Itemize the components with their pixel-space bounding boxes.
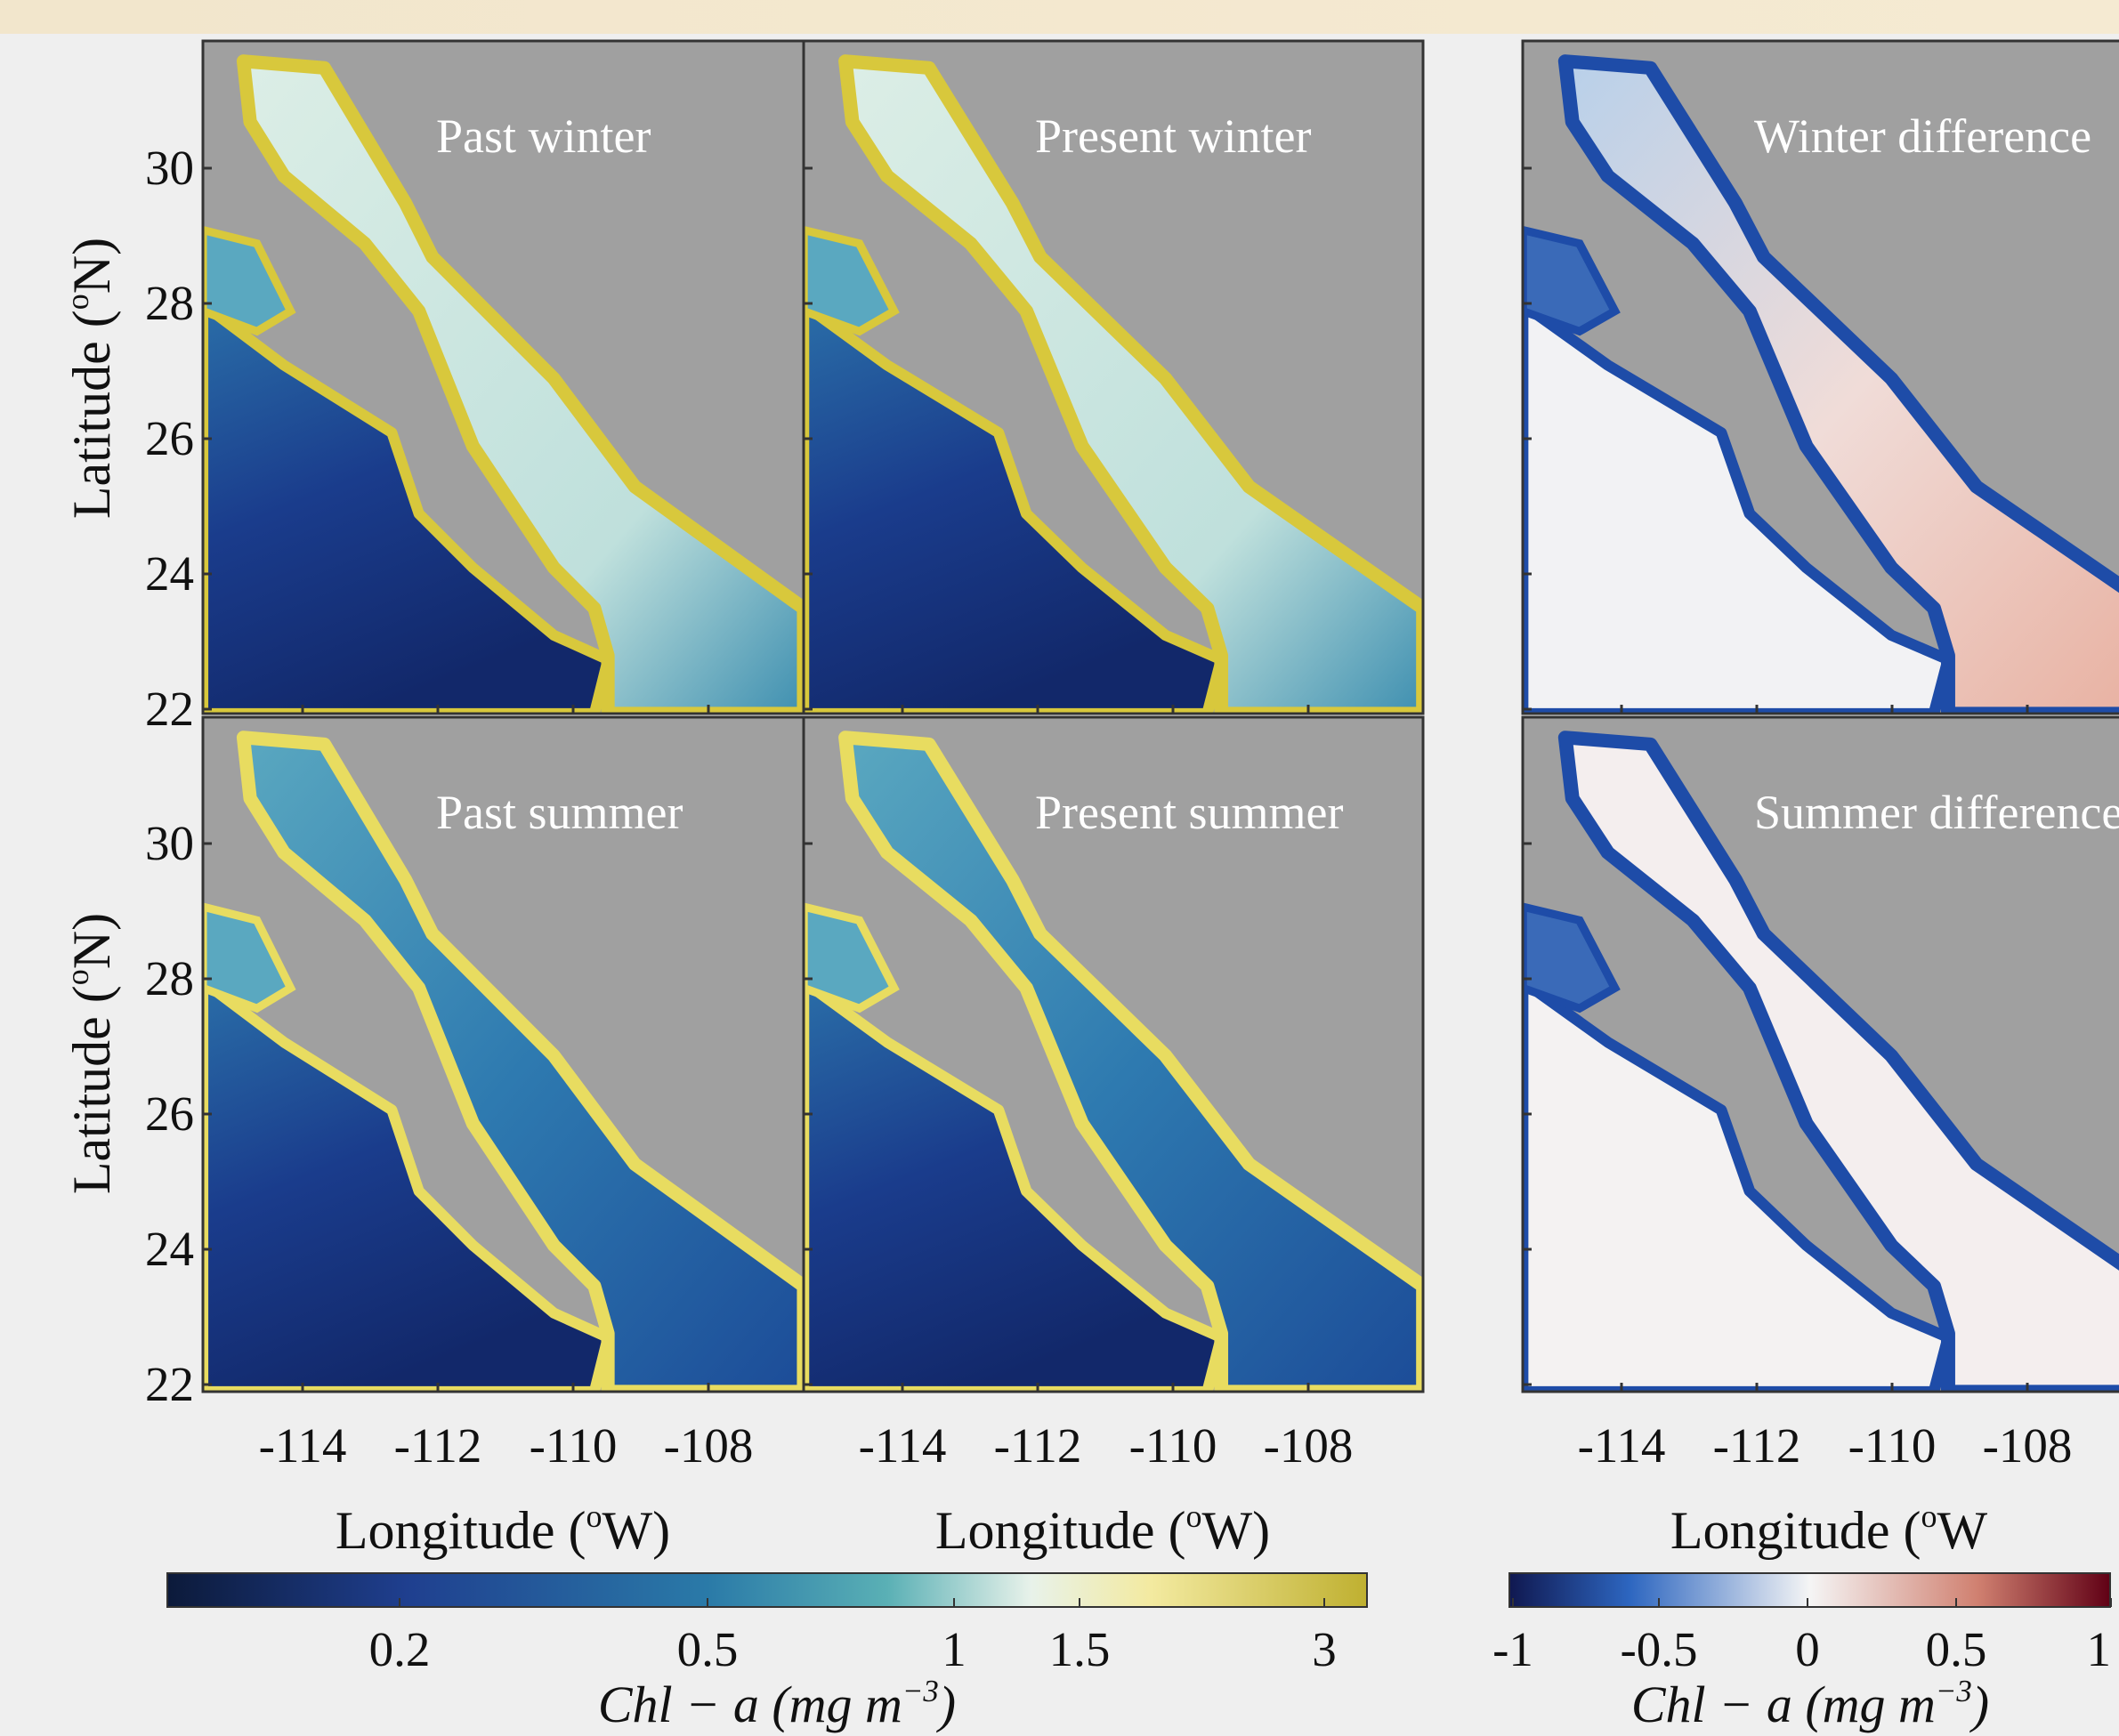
x-tick-label: -110	[530, 1418, 618, 1473]
y-tick-label: 30	[145, 816, 194, 870]
colorbar-tick-label: 0.5	[1926, 1622, 1987, 1676]
y-axis-label-part: N)	[62, 238, 121, 294]
colorbar-tick-label: 1.5	[1049, 1622, 1111, 1676]
figure: Past winter2224262830Present winterWinte…	[0, 0, 2119, 1736]
x-axis-label-sup: o	[1185, 1498, 1201, 1534]
x-axis-label-sup: o	[586, 1498, 602, 1534]
colorbar-label-sup: −3	[902, 1674, 939, 1708]
colorbar-tick-label: 1	[2087, 1622, 2112, 1676]
x-tick-label: -108	[1983, 1418, 2073, 1473]
page: Past winter2224262830Present winterWinte…	[0, 0, 2119, 1736]
y-tick-label: 24	[145, 1222, 194, 1276]
colorbar-tick-label: 0	[1795, 1622, 1820, 1676]
x-axis-label-part: Longitude (	[1670, 1501, 1921, 1560]
y-axis-label-sup: o	[60, 294, 95, 310]
y-tick-label: 30	[145, 141, 194, 195]
y-tick-label: 22	[145, 682, 194, 736]
panel-title: Present summer	[1035, 786, 1343, 839]
x-axis-label-part: W)	[602, 1501, 670, 1560]
x-axis-label: Longitude (oW)	[336, 1498, 670, 1560]
x-axis-label-part: Longitude (	[935, 1501, 1186, 1560]
y-axis-label-part: N)	[62, 913, 121, 969]
x-axis-label-part: Longitude (	[336, 1501, 586, 1560]
y-tick-label: 28	[145, 951, 194, 1005]
x-axis-label-part: W	[1937, 1501, 1987, 1560]
colorbar-tick-label: 0.5	[677, 1622, 739, 1676]
y-axis-label-sup: o	[60, 969, 95, 985]
x-tick-label: -114	[859, 1418, 947, 1473]
colorbar-label: Chl − a (mg m−3)	[598, 1674, 956, 1733]
y-tick-label: 24	[145, 546, 194, 601]
x-tick-label: -112	[994, 1418, 1082, 1473]
colorbar-label-sup: −3	[1936, 1674, 1972, 1708]
x-tick-label: -108	[1264, 1418, 1354, 1473]
panel-title: Winter difference	[1754, 109, 2091, 163]
colorbar-label-part: )	[936, 1675, 956, 1733]
colorbar-label-part: )	[1969, 1675, 1989, 1733]
panel-title: Summer difference	[1754, 786, 2119, 839]
x-tick-label: -110	[1848, 1418, 1937, 1473]
colorbar	[167, 1573, 1367, 1607]
y-axis-label: Latitude (oN)	[60, 913, 121, 1194]
colorbar-tick-label: 3	[1312, 1622, 1337, 1676]
colorbar-tick-label: 0.2	[369, 1622, 431, 1676]
y-axis-label: Latitude (oN)	[60, 238, 121, 519]
panel-title: Present winter	[1035, 109, 1311, 163]
colorbar-tick-label: 1	[942, 1622, 966, 1676]
x-tick-label: -112	[394, 1418, 482, 1473]
y-axis-label-part: Latitude (	[62, 985, 121, 1194]
top-strip	[0, 0, 2119, 34]
x-tick-label: -110	[1129, 1418, 1217, 1473]
colorbar-tick-label: -0.5	[1620, 1622, 1697, 1676]
y-axis-label-part: Latitude (	[62, 310, 121, 519]
x-axis-label-sup: o	[1921, 1498, 1937, 1534]
panel-title: Past winter	[436, 109, 651, 163]
x-axis-label-part: W)	[1201, 1501, 1270, 1560]
x-axis-label: Longitude (oW)	[935, 1498, 1270, 1560]
colorbar-label-part: Chl − a (mg m	[1631, 1675, 1936, 1733]
colorbar-label-part: Chl − a (mg m	[598, 1675, 902, 1733]
x-axis-label: Longitude (oW	[1670, 1498, 1988, 1560]
x-tick-label: -108	[664, 1418, 754, 1473]
y-tick-label: 28	[145, 276, 194, 330]
colorbar-label: Chl − a (mg m−3)	[1631, 1674, 1989, 1733]
y-tick-label: 26	[145, 411, 194, 465]
y-tick-label: 22	[145, 1357, 194, 1411]
x-tick-label: -114	[1578, 1418, 1666, 1473]
colorbar-tick-label: -1	[1492, 1622, 1533, 1676]
colorbar	[1509, 1573, 2110, 1607]
x-tick-label: -114	[259, 1418, 347, 1473]
y-tick-label: 26	[145, 1086, 194, 1141]
x-tick-label: -112	[1713, 1418, 1801, 1473]
panel-title: Past summer	[436, 786, 683, 839]
